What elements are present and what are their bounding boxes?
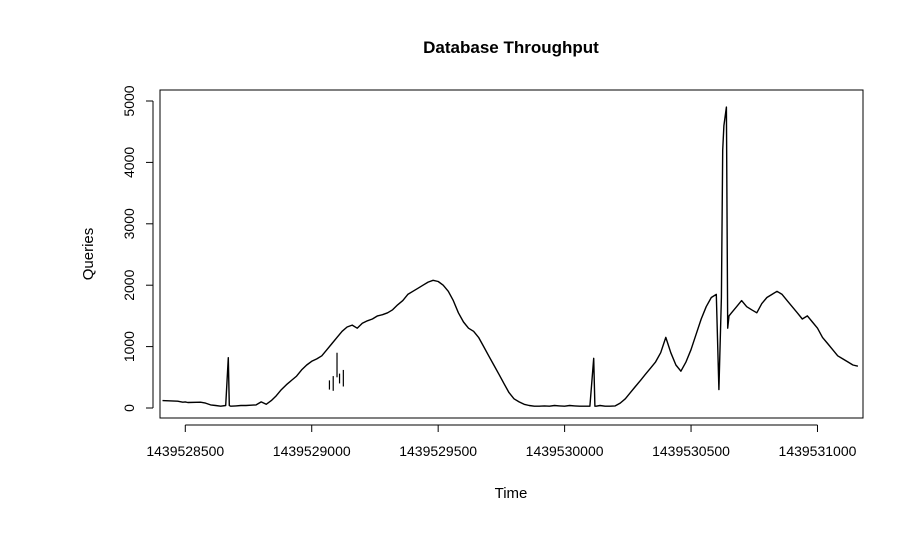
series-group — [162, 106, 859, 407]
x-tick-label: 1439529000 — [273, 443, 351, 459]
x-tick-label: 1439531000 — [779, 443, 857, 459]
y-tick-label: 1000 — [121, 331, 137, 362]
x-axis-label: Time — [495, 485, 528, 502]
x-tick-label: 1439528500 — [146, 443, 224, 459]
x-tick-label: 1439529500 — [399, 443, 477, 459]
y-axis: 0 1000 2000 3000 4000 5000 — [121, 85, 154, 412]
throughput-line — [162, 106, 859, 407]
chart-title: Database Throughput — [423, 38, 599, 57]
x-axis: 1439528500 1439529000 1439529500 1439530000… — [146, 424, 857, 459]
y-tick-label: 0 — [121, 404, 137, 412]
y-tick-label: 2000 — [121, 269, 137, 300]
y-tick-label: 4000 — [121, 147, 137, 178]
y-tick-label: 3000 — [121, 208, 137, 239]
x-tick-label: 1439530500 — [652, 443, 730, 459]
y-axis-label: Queries — [80, 228, 97, 281]
y-tick-label: 5000 — [121, 85, 137, 116]
x-tick-label: 1439530000 — [526, 443, 604, 459]
plot-frame — [159, 89, 864, 419]
